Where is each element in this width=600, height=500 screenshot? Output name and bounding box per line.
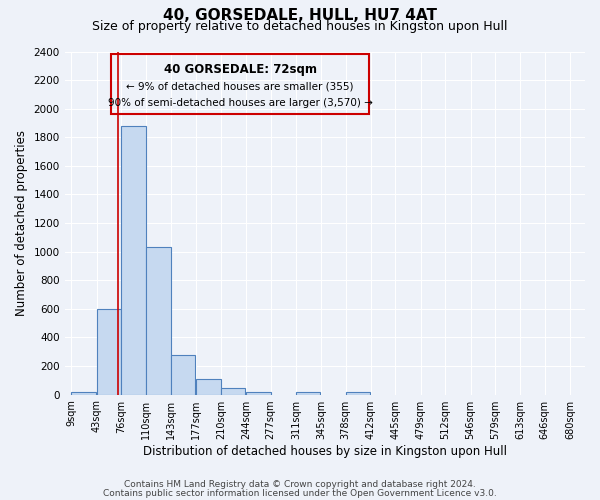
Bar (121, 126, 146, 394)
Bar (146, 246, 171, 394)
Bar (171, 354, 196, 395)
X-axis label: Distribution of detached houses by size in Kingston upon Hull: Distribution of detached houses by size … (143, 444, 507, 458)
Text: 40 GORSEDALE: 72sqm: 40 GORSEDALE: 72sqm (164, 64, 317, 76)
Bar (296, 392, 320, 394)
Bar (246, 392, 271, 394)
Y-axis label: Number of detached properties: Number of detached properties (15, 130, 28, 316)
Text: Contains public sector information licensed under the Open Government Licence v3: Contains public sector information licen… (103, 489, 497, 498)
Bar (111, 54, 370, 114)
Text: 90% of semi-detached houses are larger (3,570) →: 90% of semi-detached houses are larger (… (107, 98, 373, 108)
Bar (346, 392, 370, 394)
Text: 40, GORSEDALE, HULL, HU7 4AT: 40, GORSEDALE, HULL, HU7 4AT (163, 8, 437, 22)
Text: ← 9% of detached houses are smaller (355): ← 9% of detached houses are smaller (355… (127, 82, 354, 92)
Text: Size of property relative to detached houses in Kingston upon Hull: Size of property relative to detached ho… (92, 20, 508, 33)
Bar (71, 392, 96, 394)
Text: Contains HM Land Registry data © Crown copyright and database right 2024.: Contains HM Land Registry data © Crown c… (124, 480, 476, 489)
Bar (97, 309, 121, 394)
Bar (221, 388, 245, 394)
Bar (196, 379, 221, 394)
